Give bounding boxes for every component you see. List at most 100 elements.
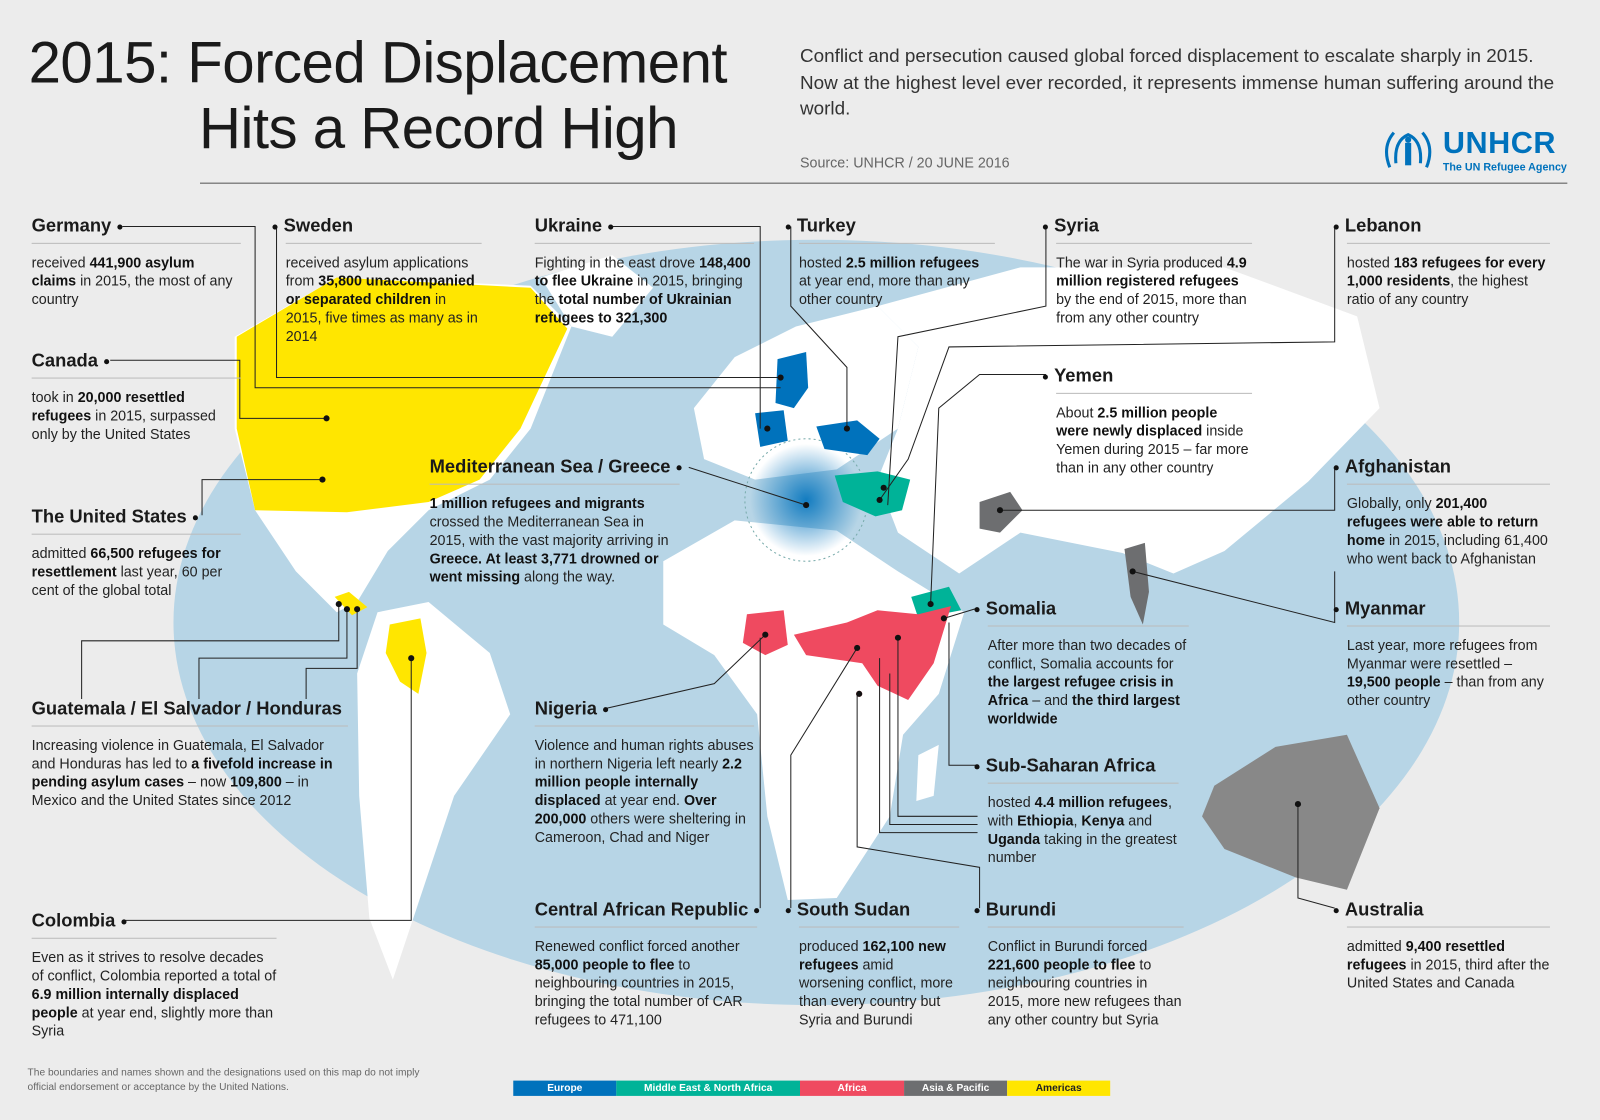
- pointer-dot-icon: [1042, 374, 1048, 380]
- pointer-dot-icon: [603, 706, 609, 712]
- highlight-text: a fivefold increase in pending asylum ca…: [31, 755, 333, 790]
- body-text: at year end, more than any other country: [798, 272, 970, 308]
- highlight-text: 85,000 people to flee: [534, 956, 675, 973]
- card-title-text: Myanmar: [1344, 597, 1426, 619]
- body-text: in 2015, including 61,400 who went back …: [1346, 531, 1548, 567]
- highlight-text: Kenya: [1081, 812, 1125, 829]
- body-text: others were sheltering in Cameroon, Chad…: [534, 810, 746, 845]
- card-sweden: Sweden received asylum applications from …: [272, 214, 482, 345]
- body-text: – and: [1028, 691, 1072, 709]
- body-text: Violence and human rights abuses in nort…: [534, 736, 754, 772]
- card-title: Nigeria: [535, 697, 754, 719]
- card-title: Turkey: [785, 214, 995, 236]
- germany-shape: [755, 410, 788, 447]
- card-body: received 441,900 asylum claims in 2015, …: [32, 253, 241, 308]
- card-divider: [798, 926, 960, 928]
- card-yemen: Yemen About 2.5 million people were newly…: [1042, 364, 1253, 476]
- card-title: Lebanon: [1333, 214, 1550, 236]
- unhcr-logo: UNHCR The UN Refugee Agency: [1382, 127, 1571, 176]
- card-body: Fighting in the east drove 148,400 to fl…: [535, 253, 754, 326]
- pointer-dot-icon: [1333, 606, 1339, 612]
- card-title: Mediterranean Sea / Greece: [430, 455, 682, 477]
- card-title-text: Central African Republic: [534, 898, 749, 920]
- card-colombia: Colombia Even as it strives to resolve de…: [31, 909, 277, 1040]
- pointer-dot-icon: [117, 224, 123, 230]
- card-turkey: Turkey hosted 2.5 million refugees at yea…: [785, 214, 995, 308]
- card-title: Australia: [1333, 898, 1550, 920]
- body-text: About: [1056, 404, 1098, 421]
- highlight-text: the third largest worldwide: [987, 691, 1180, 727]
- highlight-text: Uganda: [987, 830, 1041, 847]
- body-text: , with: [987, 793, 1172, 829]
- pointer-dot-icon: [272, 224, 278, 230]
- body-text: Last year, more refugees from Myanmar we…: [1346, 636, 1538, 672]
- intro-text: Conflict and persecution caused global f…: [799, 44, 1555, 119]
- body-text: at year end, slightly more than Syria: [31, 1004, 274, 1039]
- card-syria: Syria The war in Syria produced 4.9 milli…: [1042, 214, 1253, 326]
- card-divider: [1346, 926, 1550, 928]
- card-title: Afghanistan: [1333, 455, 1550, 477]
- card-title-text: Nigeria: [534, 697, 597, 719]
- card-title: Canada: [32, 349, 241, 371]
- card-title-text: Lebanon: [1344, 215, 1422, 236]
- card-body: Renewed conflict forced another 85,000 p…: [535, 937, 757, 1029]
- card-title: Somalia: [974, 597, 1188, 619]
- highlight-text: 148,400 to flee Ukraine: [534, 254, 751, 289]
- card-title-text: Ukraine: [534, 215, 603, 236]
- ukraine-shape: [816, 420, 880, 456]
- body-text: ,: [1073, 812, 1082, 829]
- card-divider: [1056, 242, 1253, 244]
- card-title: Central African Republic: [534, 898, 760, 920]
- card-divider: [31, 937, 277, 939]
- card-divider: [285, 242, 482, 244]
- card-body: Violence and human rights abuses in nort…: [535, 736, 754, 846]
- body-text: to neighbouring countries in 2015, more …: [987, 956, 1182, 1028]
- card-divider: [534, 926, 758, 928]
- card-body: Increasing violence in Guatemala, El Sal…: [32, 736, 348, 809]
- card-title: Yemen: [1042, 364, 1252, 386]
- card-title-text: Burundi: [985, 898, 1057, 920]
- card-somalia: Somalia After more than two decades of co…: [974, 597, 1189, 728]
- highlight-text: 441,900 asylum claims: [31, 254, 195, 289]
- card-nigeria: Nigeria Violence and human rights abuses …: [534, 697, 755, 846]
- card-afghanistan: Afghanistan Globally, only 201,400 refuge…: [1333, 455, 1550, 567]
- card-body: Globally, only 201,400 refugees were abl…: [1347, 494, 1550, 567]
- highlight-text: 162,100 new refugees: [798, 937, 946, 973]
- card-body: took in 20,000 resettled refugees in 201…: [32, 388, 241, 443]
- body-text: Globally, only: [1346, 494, 1436, 512]
- card-divider: [1346, 625, 1550, 627]
- card-australia: Australia admitted 9,400 resettled refuge…: [1333, 898, 1550, 992]
- card-title: The United States: [32, 505, 241, 527]
- body-text: by the end of 2015, more than from any o…: [1056, 290, 1247, 326]
- body-text: to neighbouring countries in 2015, bring…: [534, 956, 743, 1028]
- highlight-text: Over 200,000: [534, 791, 717, 827]
- pointer-dot-icon: [785, 224, 791, 230]
- page-title: 2015: Forced Displacement Hits a Record …: [29, 31, 728, 162]
- card-title: Germany: [32, 214, 241, 236]
- card-body: admitted 66,500 refugees for resettlemen…: [32, 544, 241, 599]
- card-mediterranean-sea-greece: Mediterranean Sea / Greece 1 million refu…: [429, 455, 682, 586]
- body-text: Increasing violence in Guatemala, El Sal…: [31, 736, 324, 772]
- body-text: – now: [184, 773, 231, 790]
- card-body: The war in Syria produced 4.9 million re…: [1056, 253, 1252, 326]
- card-divider: [987, 625, 1189, 627]
- body-text: received asylum applications from: [285, 254, 469, 289]
- myanmar-shape: [1124, 542, 1149, 625]
- pointer-dot-icon: [1333, 907, 1339, 914]
- card-guatemala-el-salvador-honduras: Guatemala / El Salvador / Honduras Increa…: [31, 697, 348, 809]
- card-divider: [31, 377, 241, 379]
- pointer-dot-icon: [1333, 465, 1339, 471]
- pointer-dot-icon: [1042, 224, 1048, 230]
- logo-wordmark: UNHCR: [1442, 126, 1556, 161]
- pointer-dot-icon: [974, 764, 980, 770]
- card-title-text: Turkey: [796, 215, 856, 236]
- card-title-text: Yemen: [1054, 365, 1114, 386]
- pointer-dot-icon: [974, 606, 980, 612]
- card-body: hosted 4.4 million refugees, with Ethiop…: [988, 793, 1179, 866]
- title-line-2: Hits a Record High: [198, 95, 678, 162]
- legend-asia-pacific: Asia & Pacific: [904, 1080, 1008, 1096]
- card-body: received asylum applications from 35,800…: [286, 253, 482, 345]
- body-text: admitted: [31, 544, 91, 562]
- card-divider: [31, 725, 348, 727]
